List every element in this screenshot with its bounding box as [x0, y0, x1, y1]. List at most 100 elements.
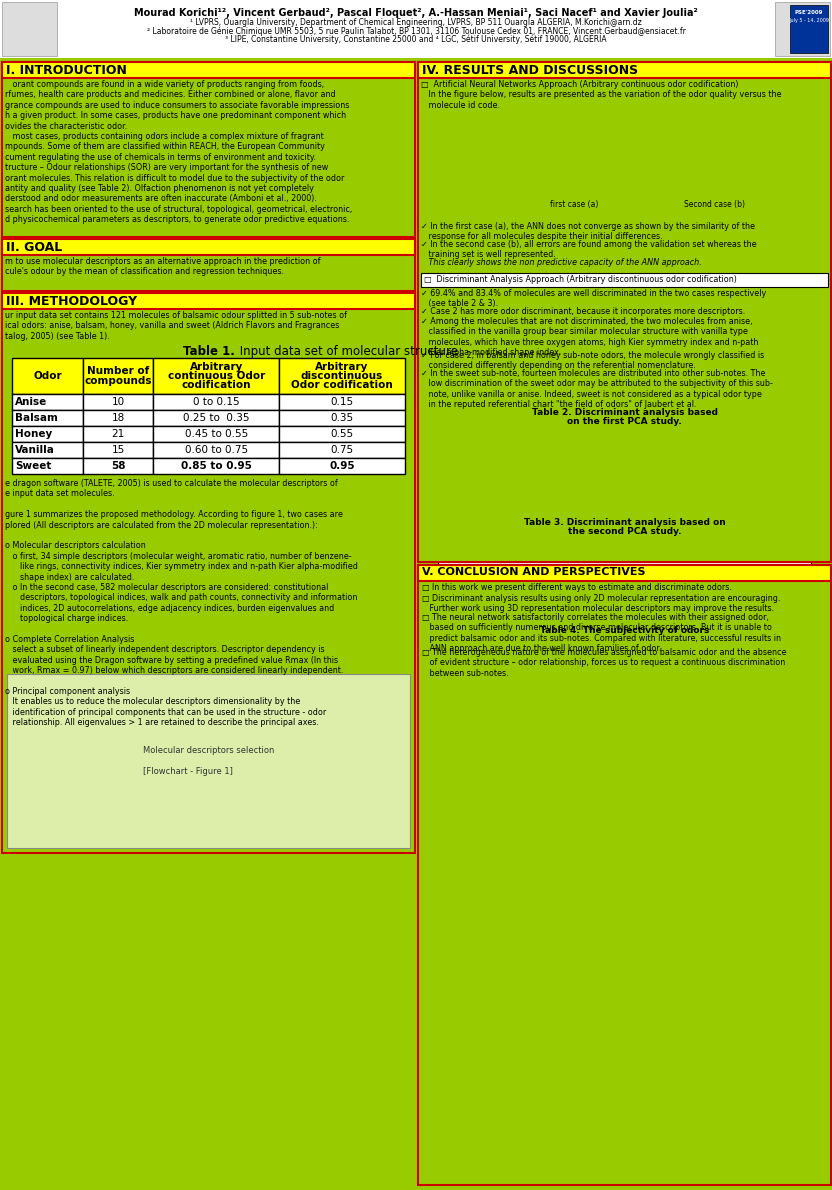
Bar [153, 394, 280, 411]
Bar [82, 426, 153, 441]
Text: Vanilla: Vanilla [15, 445, 55, 455]
Bar [280, 426, 405, 441]
Text: continuous Odor: continuous Odor [168, 371, 265, 381]
Bar [12, 426, 82, 441]
Text: ¹ LVPRS, Ouargla University, Department of Chemical Engineering, LVPRS, BP 511 O: ¹ LVPRS, Ouargla University, Department … [191, 18, 641, 27]
Bar [438, 428, 811, 508]
Text: □ Discriminant analysis results using only 2D molecular representation are encou: □ Discriminant analysis results using on… [422, 594, 780, 613]
Bar [153, 426, 280, 441]
Text: ✓ In the sweet sub-note, fourteen molecules are distributed into other sub-notes: ✓ In the sweet sub-note, fourteen molecu… [421, 369, 773, 409]
Bar [775, 2, 830, 56]
Text: Balsam: Balsam [15, 413, 58, 422]
Text: III. METHODOLOGY: III. METHODOLOGY [6, 295, 137, 308]
Bar [438, 538, 811, 618]
Text: 0.55: 0.55 [330, 430, 354, 439]
Bar [280, 441, 405, 458]
Bar [82, 411, 153, 426]
Bar [82, 358, 153, 394]
Bar [428, 117, 821, 217]
Bar [626, 638, 821, 728]
Text: orant compounds are found in a wide variety of products ranging from foods,
rfum: orant compounds are found in a wide vari… [5, 80, 352, 224]
Bar [790, 5, 828, 54]
Text: 18: 18 [111, 413, 125, 422]
Text: Molecular descriptors selection

[Flowchart - Figure 1]: Molecular descriptors selection [Flowcha… [143, 746, 275, 776]
Text: Arbitrary: Arbitrary [315, 362, 369, 372]
Text: the second PCA study.: the second PCA study. [567, 527, 681, 536]
Text: □  Artificial Neural Networks Approach (Arbitrary continuous odor codification)
: □ Artificial Neural Networks Approach (A… [421, 80, 781, 109]
Text: 0.95: 0.95 [329, 461, 355, 471]
Text: on the first PCA study.: on the first PCA study. [567, 416, 682, 426]
Text: □ The neural network satisfactorily correlates the molecules with their assigned: □ The neural network satisfactorily corr… [422, 613, 781, 653]
Text: July 5 - 14, 2009: July 5 - 14, 2009 [789, 18, 829, 23]
Text: PSE'2009: PSE'2009 [795, 10, 823, 15]
Bar [280, 358, 405, 394]
Bar [2, 293, 415, 309]
Bar [12, 441, 82, 458]
Text: ✓ In the first case (a), the ANN does not converge as shown by the similarity of: ✓ In the first case (a), the ANN does no… [421, 223, 755, 242]
Bar [418, 565, 831, 1185]
Text: Number of: Number of [87, 367, 149, 376]
Text: This clearly shows the non predictive capacity of the ANN approach.: This clearly shows the non predictive ca… [421, 258, 701, 267]
Text: 0.15: 0.15 [330, 397, 354, 407]
Text: 0.45 to 0.55: 0.45 to 0.55 [185, 430, 248, 439]
Text: □  Discriminant Analysis Approach (Arbitrary discontinuous odor codification): □ Discriminant Analysis Approach (Arbitr… [424, 275, 737, 284]
Text: I. INTRODUCTION: I. INTRODUCTION [6, 64, 126, 77]
Bar [428, 638, 622, 728]
Text: ² Laboratoire de Génie Chimique UMR 5503, 5 rue Paulin Talabot, BP 1301, 31106 T: ² Laboratoire de Génie Chimique UMR 5503… [146, 26, 686, 36]
Bar [0, 0, 832, 58]
Text: first case (a): first case (a) [550, 200, 599, 209]
Bar [418, 565, 831, 581]
Text: 10: 10 [111, 397, 125, 407]
Text: e dragon software (TALETE, 2005) is used to calculate the molecular descriptors : e dragon software (TALETE, 2005) is used… [5, 480, 358, 727]
Bar [82, 441, 153, 458]
Bar [421, 273, 828, 287]
Bar [153, 358, 280, 394]
Text: ur input data set contains 121 molecules of balsamic odour splitted in 5 sub-not: ur input data set contains 121 molecules… [5, 311, 347, 340]
Text: 0.85 to 0.95: 0.85 to 0.95 [181, 461, 252, 471]
Text: ✓ Among the molecules that are not discriminated, the two molecules from anise,
: ✓ Among the molecules that are not discr… [421, 317, 759, 357]
Text: □ In this work we present different ways to estimate and discriminate odors.: □ In this work we present different ways… [422, 583, 732, 591]
Text: 0.60 to 0.75: 0.60 to 0.75 [185, 445, 248, 455]
Text: codification: codification [181, 380, 251, 390]
Bar [153, 411, 280, 426]
Text: Table 1.: Table 1. [182, 345, 235, 358]
Bar [2, 62, 415, 237]
Text: compounds: compounds [84, 376, 152, 386]
Bar [418, 62, 831, 562]
Bar [280, 394, 405, 411]
Text: ✓ 69.4% and 83.4% of molecules are well discriminated in the two cases respectiv: ✓ 69.4% and 83.4% of molecules are well … [421, 289, 766, 308]
Text: 21: 21 [111, 430, 125, 439]
Bar [280, 458, 405, 474]
Bar [12, 394, 82, 411]
Text: Table 2. Discriminant analysis based: Table 2. Discriminant analysis based [532, 408, 717, 416]
Text: Anise: Anise [15, 397, 47, 407]
Bar [12, 411, 82, 426]
Text: 0.35: 0.35 [330, 413, 354, 422]
Text: Sweet: Sweet [15, 461, 52, 471]
Text: 0.75: 0.75 [330, 445, 354, 455]
Text: ✓ Case 2 has more odor discriminant, because it incorporates more descriptors.: ✓ Case 2 has more odor discriminant, bec… [421, 307, 745, 317]
Bar [153, 441, 280, 458]
Text: 0 to 0.15: 0 to 0.15 [193, 397, 240, 407]
Text: 0.25 to  0.35: 0.25 to 0.35 [183, 413, 250, 422]
Bar [2, 293, 415, 853]
Bar [280, 411, 405, 426]
Bar [12, 358, 82, 394]
Text: discontinuous: discontinuous [301, 371, 384, 381]
Bar [2, 62, 415, 79]
Text: □ The heterogeneous nature of the molecules assigned to balsamic odor and the ab: □ The heterogeneous nature of the molecu… [422, 649, 786, 678]
Text: Arbitrary: Arbitrary [190, 362, 243, 372]
Bar [82, 394, 153, 411]
Text: Table 4. The subjectivity of odors: Table 4. The subjectivity of odors [540, 626, 709, 635]
Text: Table 3. Discriminant analysis based on: Table 3. Discriminant analysis based on [523, 518, 726, 527]
Text: ✓ In the second case (b), all errors are found among the validation set whereas : ✓ In the second case (b), all errors are… [421, 240, 756, 259]
Text: ✓ For case 2, in balsam and honey sub-note odors, the molecule wrongly classifie: ✓ For case 2, in balsam and honey sub-no… [421, 351, 765, 370]
Text: 58: 58 [111, 461, 126, 471]
Text: m to use molecular descriptors as an alternative approach in the prediction of
c: m to use molecular descriptors as an alt… [5, 257, 320, 276]
Bar [12, 458, 82, 474]
Text: ³ LIPE, Constantine University, Constantine 25000 and ⁴ LGC, Sétif University, S: ³ LIPE, Constantine University, Constant… [225, 35, 607, 44]
Text: Mourad Korichi¹², Vincent Gerbaud², Pascal Floquet², A.-Hassan Meniai¹, Saci Nac: Mourad Korichi¹², Vincent Gerbaud², Pasc… [134, 8, 698, 18]
Text: Input data set of molecular structure: Input data set of molecular structure [236, 345, 458, 358]
Bar [2, 239, 415, 292]
Text: 15: 15 [111, 445, 125, 455]
